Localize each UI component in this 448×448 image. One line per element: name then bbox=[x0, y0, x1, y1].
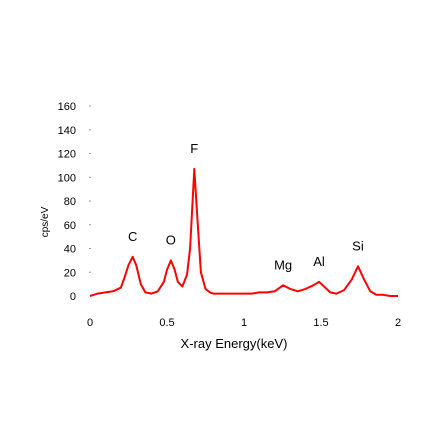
peak-label-al: Al bbox=[313, 254, 325, 269]
x-tick-label: 1.5 bbox=[313, 317, 328, 329]
x-tick-label: 0 bbox=[87, 317, 93, 329]
y-tick-label: 60 bbox=[64, 220, 76, 232]
y-tick-label: 20 bbox=[64, 267, 76, 279]
peak-label-mg: Mg bbox=[274, 257, 292, 272]
x-axis-label: X-ray Energy(keV) bbox=[181, 336, 288, 351]
peak-label-o: O bbox=[166, 232, 176, 247]
x-tick-label: 0.5 bbox=[159, 317, 174, 329]
peak-annotations: C O F Mg Al Si bbox=[128, 141, 364, 272]
y-tick-label: 140 bbox=[58, 125, 76, 137]
x-tick-label: 2 bbox=[395, 317, 401, 329]
y-tick-label: 160 bbox=[58, 101, 76, 113]
x-tick-labels: 0 0.5 1 1.5 2 bbox=[87, 317, 401, 329]
spectrum-line bbox=[89, 167, 398, 297]
y-axis-label: cps/eV bbox=[40, 206, 51, 237]
y-tick-labels: 0 20 40 60 80 100 120 140 160 bbox=[58, 101, 76, 303]
peak-label-si: Si bbox=[352, 238, 364, 253]
x-tick-label: 1 bbox=[241, 317, 247, 329]
y-tick-label: 40 bbox=[64, 244, 76, 256]
y-tick-label: 100 bbox=[58, 172, 76, 184]
peak-label-c: C bbox=[128, 229, 137, 244]
y-axis-dashes bbox=[89, 105, 91, 273]
y-tick-label: 0 bbox=[70, 291, 76, 303]
y-tick-label: 120 bbox=[58, 149, 76, 161]
peak-label-f: F bbox=[190, 141, 198, 156]
y-tick-label: 80 bbox=[64, 196, 76, 208]
